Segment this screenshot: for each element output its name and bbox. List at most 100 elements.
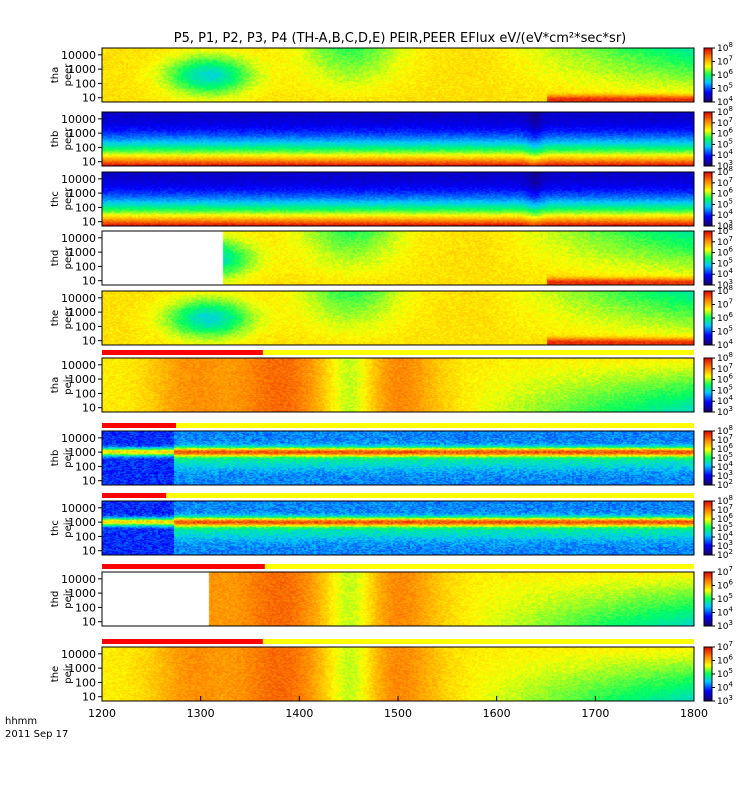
panel-probe-label: tha	[50, 67, 61, 83]
spectrogram-image	[102, 172, 694, 226]
colorbar-tick-label: 108	[717, 351, 733, 364]
y-tick-label: 10	[82, 156, 96, 169]
mode-bar-red	[102, 639, 263, 644]
y-tick-label: 1000	[68, 516, 96, 529]
y-tick-label: 10000	[61, 292, 96, 305]
panel-species-label: peer	[63, 187, 74, 211]
y-tick-label: 100	[75, 601, 96, 614]
x-axis: 1200 1300 1400 1500 1600 1700 1800	[88, 696, 708, 720]
colorbar-tick-label: 106	[717, 68, 733, 81]
panel-frame	[101, 171, 695, 227]
colorbar-tick-label: 103	[717, 219, 733, 232]
panel-species-label: peir	[63, 374, 74, 394]
y-tick-label: 1000	[68, 662, 96, 675]
colorbar-tick-label: 108	[717, 424, 733, 437]
colorbar-tick-label: 108	[717, 41, 733, 54]
panel-species-label: peer	[63, 63, 74, 87]
x-tick-label: 1300	[187, 707, 215, 720]
colorbar-tick-label: 105	[717, 82, 733, 95]
panel-frame	[101, 357, 695, 413]
colorbar-tick-label: 107	[717, 55, 733, 68]
colorbar-tick-label: 103	[717, 539, 733, 552]
panel-species-label: peer	[63, 127, 74, 151]
colorbar-tick-label: 104	[717, 267, 733, 280]
mode-bar-red	[102, 564, 265, 569]
spectrogram-image	[102, 647, 694, 701]
panel-species-label: peer	[63, 246, 74, 270]
x-tick-label: 1500	[384, 707, 412, 720]
panel-probe-label: the	[50, 310, 61, 326]
panel-species-label: peir	[63, 663, 74, 683]
colorbar	[703, 47, 713, 103]
colorbar-tick-label: 104	[717, 460, 733, 473]
mode-bar	[102, 564, 694, 569]
colorbar-tick-label: 103	[717, 278, 733, 291]
y-tick-label: 10000	[61, 648, 96, 661]
colorbar-tick-label: 107	[717, 298, 733, 311]
colorbar-tick-label: 106	[717, 187, 733, 200]
colorbar-tick-label: 103	[717, 159, 733, 172]
x-tick-label: 1600	[483, 707, 511, 720]
colorbar	[703, 646, 713, 702]
panel-frame	[101, 47, 695, 103]
colorbar-tick-label: 107	[717, 116, 733, 129]
y-tick-label: 1000	[68, 246, 96, 259]
colorbar-tick-label: 105	[717, 451, 733, 464]
y-tick-label: 1000	[68, 373, 96, 386]
colorbar-tick-label: 103	[717, 694, 733, 707]
y-tick-label: 10000	[61, 359, 96, 372]
colorbar-tick-label: 103	[717, 619, 733, 632]
spectrogram-image	[102, 291, 694, 345]
spectrogram-image	[102, 231, 694, 285]
colorbar-tick-label: 102	[717, 548, 733, 561]
y-tick-label: 100	[75, 460, 96, 473]
spectrogram-image	[102, 431, 694, 485]
mode-bar-red	[102, 423, 176, 428]
colorbar-tick-label: 106	[717, 579, 733, 592]
y-tick-label: 100	[75, 77, 96, 90]
panel-frame	[101, 430, 695, 486]
colorbar-tick-label: 104	[717, 95, 733, 108]
y-tick-label: 10	[82, 475, 96, 488]
panel-species-label: peer	[63, 306, 74, 330]
spectrogram-image	[102, 48, 694, 102]
y-tick-label: 10	[82, 275, 96, 288]
y-tick-label: 10000	[61, 432, 96, 445]
colorbar-tick-label: 107	[717, 235, 733, 248]
mode-bar-red	[102, 493, 167, 498]
colorbar-tick-label: 106	[717, 512, 733, 525]
x-tick-label: 1200	[88, 707, 116, 720]
y-tick-label: 10	[82, 216, 96, 229]
y-tick-label: 10	[82, 545, 96, 558]
panel-probe-label: tha	[50, 377, 61, 393]
colorbar-tick-label: 108	[717, 284, 733, 297]
y-tick-label: 1000	[68, 63, 96, 76]
panel-probe-label: thc	[50, 520, 61, 536]
colorbar-tick-label: 107	[717, 362, 733, 375]
colorbar-tick-label: 105	[717, 383, 733, 396]
colorbar-tick-label: 105	[717, 325, 733, 338]
y-tick-label: 100	[75, 201, 96, 214]
panel-probe-label: thd	[50, 591, 61, 608]
y-tick-label: 10000	[61, 173, 96, 186]
colorbar-tick-label: 104	[717, 606, 733, 619]
colorbar-tick-label: 107	[717, 640, 733, 653]
colorbar-tick-label: 107	[717, 433, 733, 446]
chart-title: P5, P1, P2, P3, P4 (TH-A,B,C,D,E) PEIR,P…	[174, 31, 627, 46]
colorbar	[703, 357, 713, 413]
colorbar-tick-label: 108	[717, 165, 733, 178]
panel-species-label: peir	[63, 517, 74, 537]
colorbar-tick-label: 106	[717, 246, 733, 259]
mode-bar	[102, 350, 694, 355]
mode-bar	[102, 423, 694, 428]
y-tick-label: 10	[82, 335, 96, 348]
colorbar-tick-label: 105	[717, 667, 733, 680]
y-tick-label: 1000	[68, 446, 96, 459]
